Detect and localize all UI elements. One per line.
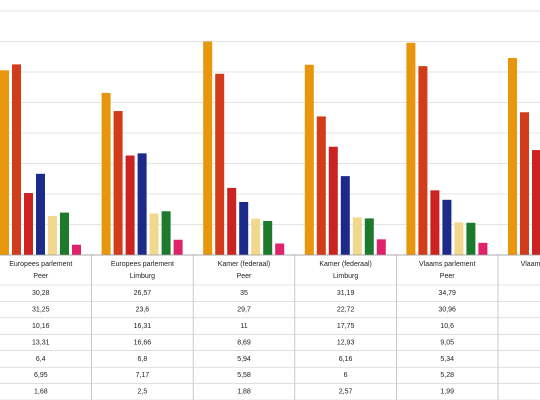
bar: [173, 239, 183, 255]
bar: [275, 243, 285, 255]
table-cell: 17,75: [337, 323, 355, 330]
category-label: Vlaams parlement: [521, 261, 540, 268]
bar: [125, 155, 135, 255]
bar: [149, 213, 159, 255]
bar: [304, 64, 314, 255]
bar: [137, 153, 147, 255]
bar: [203, 41, 213, 255]
bar: [532, 150, 540, 255]
table-cell: 11: [240, 323, 247, 330]
bar: [161, 211, 171, 255]
bar: [454, 222, 464, 255]
table-cell: 7,17: [136, 372, 150, 379]
table-cell: 5,28: [440, 372, 454, 379]
table-cell: 31,25: [32, 306, 50, 313]
table-cell: 10,16: [32, 323, 50, 330]
subcategory-label: Peer: [237, 273, 252, 280]
table-cell: 34,79: [438, 290, 456, 297]
table-cell: 5,58: [237, 372, 251, 379]
bar: [48, 215, 57, 255]
table-cell: 6,16: [339, 356, 353, 363]
bar: [340, 176, 350, 255]
bar: [113, 111, 123, 255]
subcategory-label: Limburg: [333, 273, 358, 280]
bar: [72, 244, 81, 255]
category-label: Europees parlement: [111, 261, 174, 268]
table-cell: 5,94: [237, 356, 251, 363]
bar: [364, 218, 374, 255]
table-cell: 1,99: [440, 389, 454, 396]
bar: [227, 187, 237, 255]
table-cell: 13,31: [32, 339, 50, 346]
table-cell: 16,31: [134, 323, 152, 330]
subcategory-label: Peer: [440, 273, 455, 280]
bar: [478, 242, 488, 255]
bar: [508, 57, 517, 255]
category-label: Kamer (federaal): [319, 261, 372, 268]
bar: [352, 217, 362, 255]
bar: [376, 239, 386, 255]
table-cell: 22,72: [337, 306, 355, 313]
bar: [442, 199, 452, 255]
bar: [239, 201, 249, 255]
table-cell: 23,6: [136, 306, 150, 313]
table-cell: 6,4: [36, 356, 46, 363]
bar: [263, 220, 273, 255]
bar: [430, 190, 440, 255]
table-cell: 10,6: [440, 323, 454, 330]
table-cell: 6,95: [34, 372, 48, 379]
table-cell: 12,93: [337, 339, 355, 346]
plot: 30,28 31,25 10,16 13,31 6,4 6,95 1,68 Europees …: [0, 10, 540, 400]
bar: [251, 218, 261, 255]
bar: [418, 66, 428, 255]
table-cell: 31,19: [337, 290, 355, 297]
table-cell: 6,8: [138, 356, 148, 363]
category-label: Vlaams parlement: [419, 261, 475, 268]
table-cell: 5,34: [440, 356, 454, 363]
bar: [466, 222, 476, 255]
table-cell: 35: [240, 290, 248, 297]
bar: [316, 116, 326, 256]
category-label: Kamer (federaal): [218, 261, 271, 268]
bar: [12, 64, 21, 255]
bar: [406, 42, 416, 255]
table-cell: 30,28: [32, 290, 50, 297]
table-cell: 9,05: [440, 339, 454, 346]
subcategory-label: Peer: [33, 273, 48, 280]
table-cell: 29,7: [237, 306, 251, 313]
category-label: Europees parlement: [9, 261, 72, 268]
table-cell: 26,57: [134, 290, 152, 297]
bar: [0, 70, 9, 256]
bar: [101, 92, 111, 255]
table-cell: 2,5: [138, 389, 148, 396]
bar: [215, 73, 225, 255]
bar: [328, 146, 338, 255]
table-cell: 1,88: [237, 389, 251, 396]
bar: [36, 173, 45, 255]
bar: [520, 112, 529, 255]
subcategory-label: Limburg: [130, 273, 155, 280]
table-cell: 16,66: [134, 339, 152, 346]
table-cell: 1,68: [34, 389, 48, 396]
table-cell: 2,57: [339, 389, 353, 396]
bar: [60, 212, 69, 255]
bar: [24, 193, 33, 255]
table-cell: 8,69: [237, 339, 251, 346]
table-cell: 30,96: [438, 306, 456, 313]
table-cell: 6: [344, 372, 348, 379]
